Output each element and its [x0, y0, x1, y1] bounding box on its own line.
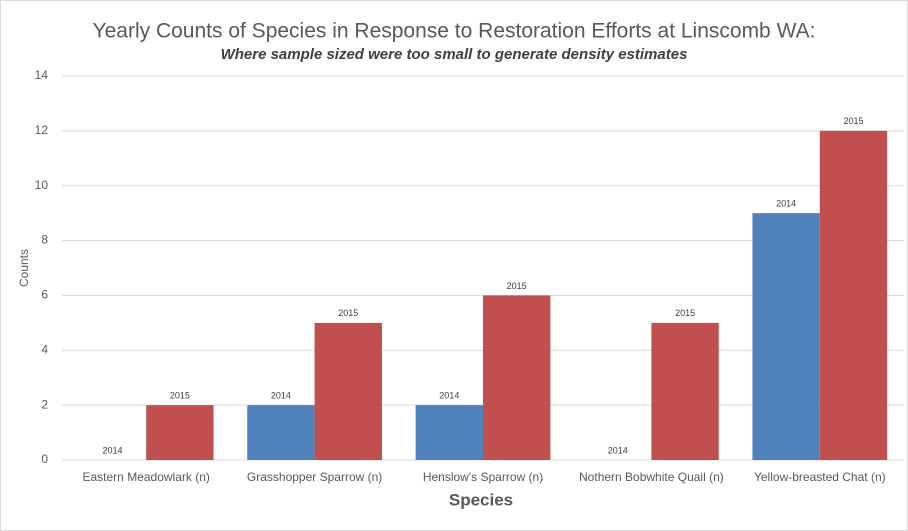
x-tick-label: Grasshopper Sparrow (n): [247, 470, 382, 484]
chart-subtitle: Where sample sized were too small to gen…: [221, 46, 688, 63]
data-label: 2015: [338, 308, 358, 318]
data-label: 2014: [271, 391, 291, 401]
bar: [146, 405, 214, 460]
data-label: 2014: [103, 445, 123, 455]
x-tick-label: Nothern Bobwhite Quail (n): [579, 470, 724, 484]
y-tick-label: 4: [41, 342, 48, 356]
y-tick-label: 2: [41, 397, 48, 411]
x-tick-label: Henslow's Sparrow (n): [423, 470, 543, 484]
y-axis-title: Counts: [17, 249, 31, 287]
y-tick-label: 6: [41, 288, 48, 302]
bar: [247, 405, 315, 460]
data-label: 2014: [608, 445, 628, 455]
data-label: 2015: [675, 308, 695, 318]
y-tick-label: 14: [35, 68, 49, 82]
y-tick-label: 10: [35, 178, 49, 192]
x-tick-label: Yellow-breasted Chat (n): [754, 470, 886, 484]
data-label: 2015: [843, 116, 863, 126]
chart-title: Yearly Counts of Species in Response to …: [93, 20, 816, 43]
bar: [483, 295, 551, 460]
y-tick-label: 8: [41, 233, 48, 247]
bar: [651, 322, 719, 460]
x-tick-label: Eastern Meadowlark (n): [83, 470, 210, 484]
y-tick-label: 0: [41, 452, 48, 466]
bar: [819, 130, 888, 460]
y-tick-label: 12: [35, 123, 49, 137]
data-label: 2014: [439, 391, 459, 401]
x-axis-title: Species: [449, 490, 513, 509]
bar: [415, 405, 483, 460]
bar: [314, 322, 382, 460]
data-label: 2015: [507, 281, 527, 291]
data-label: 2015: [170, 391, 190, 401]
bar: [752, 213, 820, 460]
data-label: 2014: [776, 199, 796, 209]
